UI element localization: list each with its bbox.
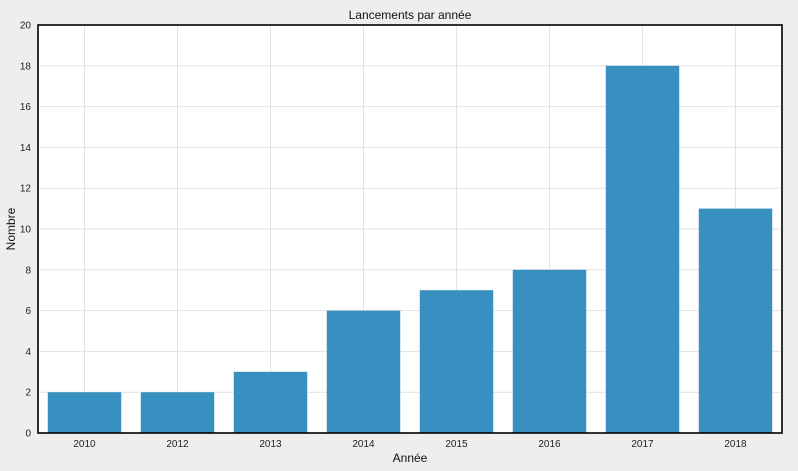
x-tick-label: 2013 [259, 439, 282, 450]
x-axis-ticks: 2010 2012 2013 2014 2015 2016 2017 2018 [73, 439, 747, 450]
x-tick-label: 2010 [73, 439, 96, 450]
bar-2014 [326, 310, 401, 433]
y-tick-label: 4 [25, 347, 31, 358]
y-axis-label: Nombre [4, 207, 18, 250]
y-tick-label: 12 [20, 184, 32, 195]
plot-frame [37, 24, 783, 434]
chart-title: Lancements par année [349, 8, 472, 22]
y-tick-label: 2 [25, 388, 31, 399]
bar-2013 [233, 371, 308, 433]
y-axis-ticks: 0 2 4 6 8 10 12 14 16 18 20 [20, 21, 32, 440]
x-tick-label: 2018 [724, 439, 747, 450]
x-tick-label: 2015 [445, 439, 468, 450]
y-tick-label: 8 [25, 265, 31, 276]
bar-2018 [698, 208, 773, 433]
y-tick-label: 16 [20, 102, 32, 113]
y-tick-label: 6 [25, 306, 31, 317]
bar-2017 [605, 65, 680, 434]
y-tick-label: 20 [20, 21, 32, 32]
x-tick-label: 2016 [538, 439, 561, 450]
bar-2010 [47, 392, 122, 433]
x-tick-label: 2017 [631, 439, 654, 450]
bar-2016 [512, 269, 587, 433]
y-tick-label: 0 [25, 429, 31, 440]
bars [47, 65, 773, 434]
y-tick-label: 10 [20, 225, 32, 236]
bar-2015 [419, 290, 494, 433]
x-tick-label: 2014 [352, 439, 375, 450]
x-axis-label: Année [393, 451, 428, 465]
y-tick-label: 18 [20, 61, 32, 72]
y-tick-label: 14 [20, 143, 32, 154]
bar-2012 [140, 392, 215, 433]
x-tick-label: 2012 [166, 439, 189, 450]
